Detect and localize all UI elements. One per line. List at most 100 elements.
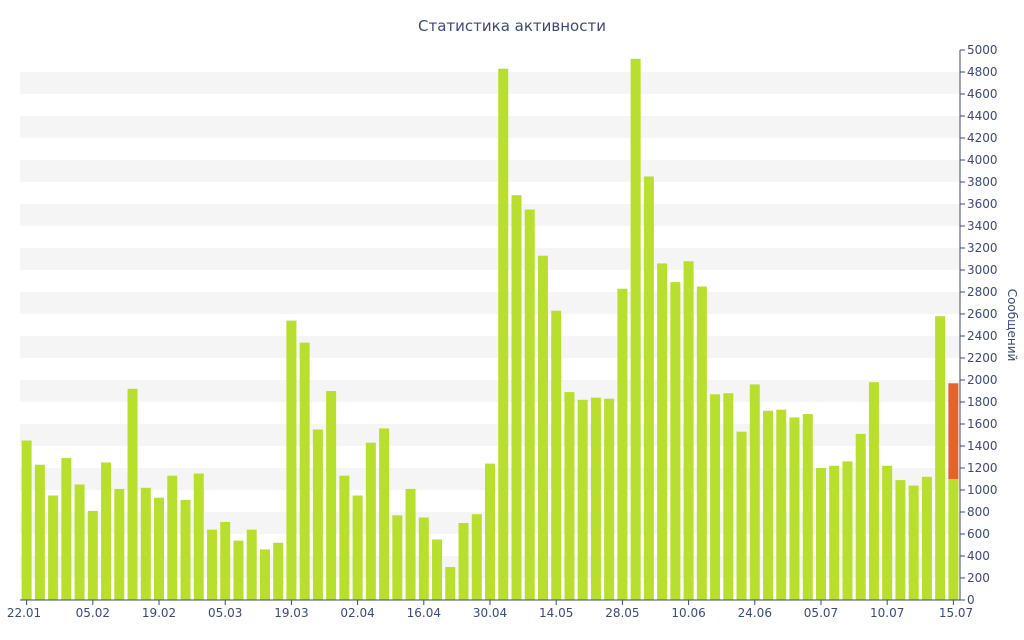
y-tick-label: 4400 (967, 109, 998, 123)
grid-band (20, 72, 960, 94)
y-tick-label: 2600 (967, 307, 998, 321)
grid-bands (20, 72, 960, 578)
bar (180, 499, 191, 600)
bar (365, 442, 376, 600)
x-tick-label: 14.05 (539, 606, 573, 620)
grid-band (20, 336, 960, 358)
bar (908, 485, 919, 600)
y-tick-label: 600 (967, 527, 990, 541)
x-tick-label: 05.03 (208, 606, 242, 620)
bar (630, 58, 641, 601)
x-tick-label: 16.04 (407, 606, 441, 620)
y-tick-label: 1000 (967, 483, 998, 497)
bar (935, 316, 946, 600)
y-tick-label: 3200 (967, 241, 998, 255)
bar (855, 433, 866, 600)
x-tick-label: 10.06 (671, 606, 705, 620)
y-tick-label: 1800 (967, 395, 998, 409)
bar (127, 388, 138, 600)
y-tick-label: 3000 (967, 263, 998, 277)
grid-band (20, 292, 960, 314)
bar (101, 462, 112, 600)
bar (485, 463, 495, 600)
bar (657, 263, 668, 600)
y-tick-label: 2800 (967, 285, 998, 299)
grid-band (20, 424, 960, 446)
bar (352, 495, 363, 600)
y-tick-label: 1400 (967, 439, 998, 453)
grid-band (20, 248, 960, 270)
bar (776, 409, 787, 600)
bar (815, 468, 826, 600)
y-tick-label: 3600 (967, 197, 998, 211)
bar (233, 540, 244, 600)
y-axis-ticks: 0 200 400 600 800 1000 1200 1400 1600 1800 2000 220… (960, 43, 998, 607)
x-tick-label: 15.07 (939, 606, 973, 620)
bar (246, 529, 257, 600)
y-tick-label: 200 (967, 571, 990, 585)
bar (948, 479, 959, 600)
bar (61, 458, 72, 600)
x-tick-label: 10.07 (870, 606, 904, 620)
x-axis-ticks: 22.01 05.02 19.02 05.03 19.03 02.04 16.04 30.04… (7, 600, 973, 620)
bar (551, 310, 562, 600)
grid-band (20, 204, 960, 226)
bar (379, 428, 390, 600)
bar (339, 475, 350, 600)
bar-highlight (948, 383, 959, 479)
bar (868, 382, 879, 600)
bar (206, 529, 217, 600)
bar (710, 394, 721, 600)
bar (259, 549, 270, 600)
y-tick-label: 4200 (967, 131, 998, 145)
bar (48, 495, 59, 600)
bar (87, 510, 98, 600)
bar (617, 288, 628, 600)
x-tick-label: 05.07 (804, 606, 838, 620)
bar (471, 514, 482, 600)
bar (326, 391, 337, 600)
x-tick-label: 05.02 (76, 606, 110, 620)
bar (749, 384, 760, 600)
y-tick-label: 2200 (967, 351, 998, 365)
bar (577, 399, 588, 600)
bar (604, 398, 615, 600)
y-tick-label: 800 (967, 505, 990, 519)
bar (882, 465, 893, 600)
bar (193, 473, 204, 600)
y-tick-label: 0 (967, 593, 975, 607)
y-tick-label: 1200 (967, 461, 998, 475)
y-tick-label: 1600 (967, 417, 998, 431)
bar (723, 393, 734, 600)
bar (498, 68, 509, 600)
bar (286, 320, 297, 600)
bar (432, 539, 443, 600)
bar (842, 461, 853, 600)
bar (154, 497, 165, 600)
chart-title: Статистика активности (418, 17, 606, 35)
bar (167, 475, 178, 600)
x-tick-label: 02.04 (340, 606, 374, 620)
bar (445, 567, 456, 600)
y-tick-label: 4600 (967, 87, 998, 101)
y-tick-label: 3800 (967, 175, 998, 189)
bar (696, 286, 707, 600)
bar (670, 282, 681, 600)
y-axis-label: Сообщений (1005, 289, 1019, 362)
bar (74, 484, 85, 600)
bar (220, 521, 231, 600)
bar (524, 209, 535, 600)
bar (763, 410, 774, 600)
bar (537, 255, 548, 600)
bar (895, 480, 906, 600)
bar (392, 515, 403, 600)
y-tick-label: 400 (967, 549, 990, 563)
y-tick-label: 3400 (967, 219, 998, 233)
x-tick-label: 30.04 (473, 606, 507, 620)
bar (683, 261, 694, 600)
bar (273, 542, 284, 600)
bar (418, 517, 429, 600)
grid-band (20, 380, 960, 402)
bar (140, 487, 151, 600)
